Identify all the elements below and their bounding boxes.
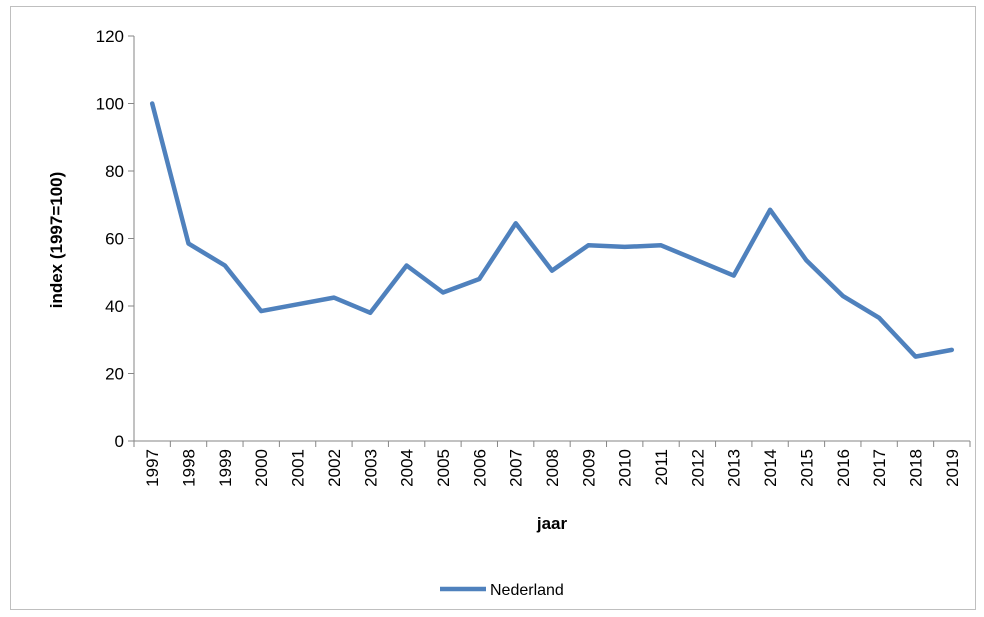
x-tick-label: 2010 [616,449,635,487]
x-tick-label: 2011 [652,449,671,486]
chart-axes [128,35,971,447]
x-tick-label: 2002 [325,449,344,487]
x-tick-label: 2007 [507,449,526,487]
x-tick-label: 1999 [216,449,235,487]
x-tick-label: 1997 [143,449,162,487]
x-tick-label: 2014 [761,449,780,487]
y-axis-label: index (1997=100) [47,172,66,309]
x-tick-label: 2008 [543,449,562,487]
series-lines [149,101,955,359]
x-tick-label: 2006 [470,449,489,487]
x-axis-label: jaar [536,514,568,533]
x-tick-label: 2003 [361,449,380,487]
x-tick-label: 2016 [834,449,853,487]
series-line [149,101,955,359]
x-tick-label: 2004 [398,449,417,487]
y-tick-label: 80 [105,162,124,181]
y-tick-labels: 0 20 40 60 80 100 120 [96,27,124,451]
x-tick-label: 2000 [252,449,271,487]
x-tick-label: 2005 [434,449,453,487]
chart-frame [10,6,976,610]
x-tick-label: 2018 [906,449,925,487]
y-tick-label: 120 [96,27,124,46]
y-tick-label: 100 [96,95,124,114]
x-tick-label: 2001 [289,449,308,487]
x-tick-label: 2009 [579,449,598,487]
x-tick-label: 2013 [725,449,744,487]
y-tick-label: 40 [105,297,124,316]
y-tick-label: 60 [105,230,124,249]
y-tick-label: 20 [105,365,124,384]
x-tick-label: 2017 [870,449,889,487]
x-tick-label: 2019 [943,449,962,487]
x-tick-label: 2012 [688,449,707,487]
x-tick-labels: 1997 1998 1999 2000 2001 2002 2003 2004 2005 2006… [143,449,962,487]
legend-label: Nederland [490,582,564,599]
x-tick-label: 2015 [797,449,816,487]
x-tick-label: 1998 [180,449,199,487]
y-tick-label: 0 [115,432,124,451]
legend: Nederland [440,582,564,599]
